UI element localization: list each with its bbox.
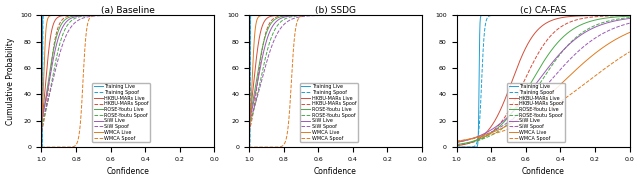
Y-axis label: Cumulative Probability: Cumulative Probability (6, 37, 15, 125)
X-axis label: Confidence: Confidence (314, 167, 357, 176)
X-axis label: Confidence: Confidence (522, 167, 564, 176)
Legend: Training Live, Training Spoof, HKBU-MARs Live, HKBU-MARs Spoof, ROSE-Youtu Live,: Training Live, Training Spoof, HKBU-MARs… (300, 83, 358, 142)
Title: (a) Baseline: (a) Baseline (101, 6, 155, 15)
Legend: Training Live, Training Spoof, HKBU-MARs Live, HKBU-MARs Spoof, ROSE-Youtu Live,: Training Live, Training Spoof, HKBU-MARs… (508, 83, 565, 142)
Title: (c) CA-FAS: (c) CA-FAS (520, 6, 566, 15)
X-axis label: Confidence: Confidence (106, 167, 149, 176)
Title: (b) SSDG: (b) SSDG (315, 6, 356, 15)
Legend: Training Live, Training Spoof, HKBU-MARs Live, HKBU-MARs Spoof, ROSE-Youtu Live,: Training Live, Training Spoof, HKBU-MARs… (92, 83, 150, 142)
